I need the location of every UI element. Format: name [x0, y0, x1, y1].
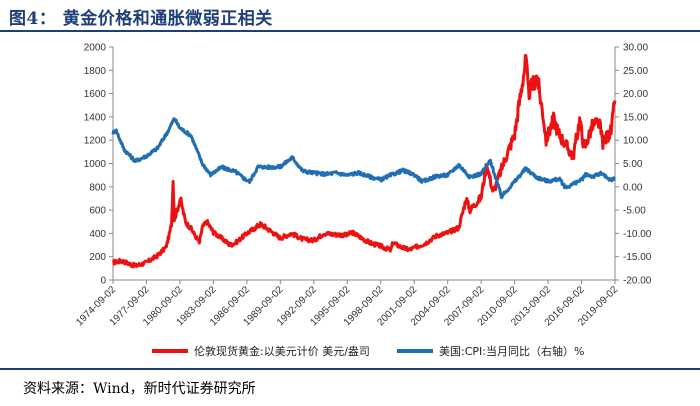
right-tick-label: -15.00 [623, 252, 652, 263]
left-tick-label: 200 [89, 252, 106, 263]
right-tick-label: 30.00 [623, 43, 648, 54]
cpi-yoy-line [111, 117, 616, 200]
left-y-axis: 0 200 400 600 800 1000 1200 1400 1600 1800 2000 [84, 43, 114, 287]
x-axis: 1974-09-021977-09-021980-09-021983-09-02… [74, 279, 620, 328]
right-tick-label: 15.00 [623, 112, 648, 123]
left-tick-label: 1000 [84, 159, 107, 170]
left-tick-label: 400 [89, 229, 106, 240]
bottom-rule [0, 368, 700, 370]
left-tick-label: 1200 [84, 136, 107, 147]
right-y-axis: -20.00 -15.00 -10.00 -5.00 0.00 5.00 10.00 15.0… [614, 43, 652, 287]
right-tick-label: -10.00 [623, 229, 652, 240]
right-tick-label: 5.00 [623, 159, 643, 170]
right-tick-label: -5.00 [623, 206, 646, 217]
gold-cpi-chart: 0 200 400 600 800 1000 1200 1400 1600 1800 2000 -2… [74, 43, 652, 359]
left-tick-label: 1600 [84, 89, 107, 100]
legend: 伦敦现货黄金:以美元计价 美元/盎司 美国:CPI:当月同比（右轴）% [152, 344, 584, 358]
left-tick-label: 2000 [84, 43, 107, 54]
gold-price-line [112, 54, 617, 269]
left-tick-label: 1400 [84, 112, 107, 123]
source-note: 资料来源：Wind，新时代证券研究所 [23, 381, 256, 397]
left-tick-label: 800 [89, 182, 106, 193]
legend-cpi-label: 美国:CPI:当月同比（右轴）% [439, 344, 584, 358]
right-tick-label: 10.00 [623, 136, 648, 147]
figure-title: 图4： 黄金价格和通胀微弱正相关 [9, 9, 273, 29]
plot-series [111, 54, 617, 269]
right-tick-label: 20.00 [623, 89, 648, 100]
left-tick-label: 0 [100, 276, 106, 287]
right-tick-label: 25.00 [623, 66, 648, 77]
left-tick-label: 1800 [84, 66, 107, 77]
title-bar: 图4： 黄金价格和通胀微弱正相关 [0, 0, 700, 32]
right-tick-label: -20.00 [623, 276, 652, 287]
legend-gold-label: 伦敦现货黄金:以美元计价 美元/盎司 [194, 344, 370, 358]
right-tick-label: 0.00 [623, 182, 643, 193]
left-tick-label: 600 [89, 206, 106, 217]
